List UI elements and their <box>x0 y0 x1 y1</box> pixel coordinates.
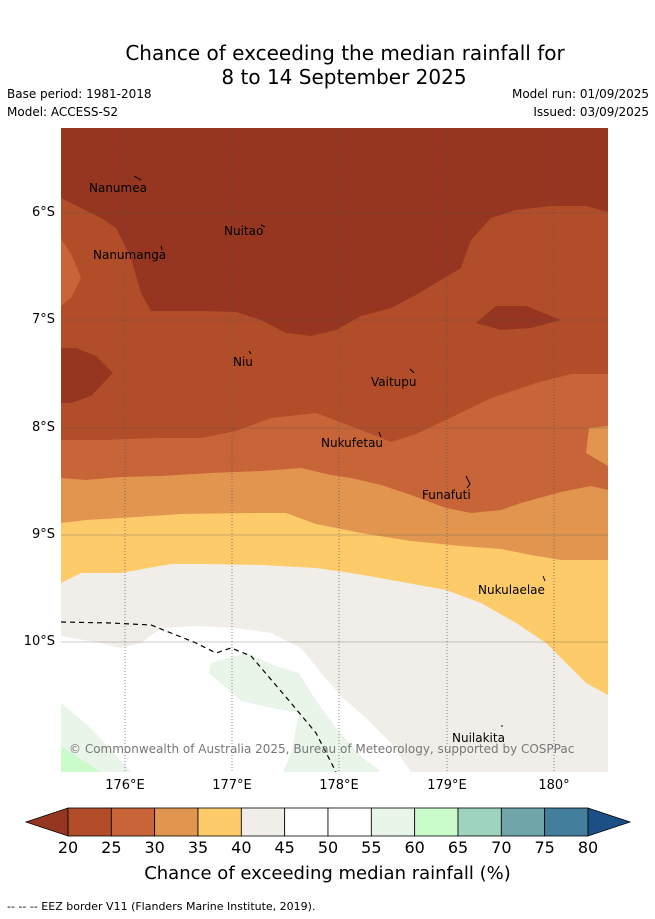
lat-label-8s: 8°S <box>31 420 55 435</box>
lat-label-7s: 7°S <box>31 312 55 327</box>
band-55-60 <box>61 703 131 772</box>
island-shapes <box>133 175 546 727</box>
map-title-line2: 8 to 14 September 2025 <box>221 65 467 89</box>
colorbar-tick-label: 60 <box>404 838 425 857</box>
island-label-funafuti: Funafuti <box>422 488 471 502</box>
island-label-vaitupu: Vaitupu <box>371 375 417 389</box>
colorbar <box>24 807 632 837</box>
lat-label-6s: 6°S <box>31 205 55 220</box>
band-60-65 <box>61 746 101 772</box>
colorbar-tick-label: 70 <box>491 838 512 857</box>
colorbar-tick-label: 75 <box>534 838 555 857</box>
lat-label-9s: 9°S <box>31 527 55 542</box>
colorbar-cell <box>110 807 156 837</box>
island-label-nukufetau: Nukufetau <box>321 436 384 450</box>
island-label-nuilakita: Nuilakita <box>452 731 505 745</box>
band-25-30-west <box>61 238 81 306</box>
island-label-nuitao: Nuitao <box>224 224 264 238</box>
colorbar-tick-label: 50 <box>317 838 339 857</box>
copyright-notice: © Commonwealth of Australia 2025, Bureau… <box>69 742 575 756</box>
colorbar-tick-label: 20 <box>57 838 79 857</box>
colorbar-cell <box>197 807 242 837</box>
colorbar-tick-label: 25 <box>101 838 122 857</box>
colorbar-label: Chance of exceeding median rainfall (%) <box>144 863 511 884</box>
base-period: Base period: 1981-2018 <box>7 87 152 101</box>
band-55-60-2 <box>209 653 381 772</box>
island-label-nanumanga: Nanumanga <box>93 248 167 262</box>
band-below-20 <box>61 128 608 336</box>
colorbar-tick-label: 65 <box>447 838 469 857</box>
colorbar-cell <box>457 807 502 837</box>
colorbar-tick-label: 80 <box>577 838 599 857</box>
eez-border <box>61 621 337 772</box>
issued-date: Issued: 03/09/2025 <box>533 105 649 119</box>
eez-footnote: -- -- -- EEZ border V11 (Flanders Marine… <box>7 900 316 913</box>
colorbar-cell <box>327 807 372 837</box>
colorbar-tick-label: 40 <box>231 838 252 857</box>
lon-gridlines <box>124 128 555 772</box>
colorbar-cell <box>370 807 416 837</box>
band-below-20-west <box>61 348 113 403</box>
colorbar-extend-high <box>587 807 632 837</box>
model-run-date: Model run: 01/09/2025 <box>511 87 649 101</box>
lon-label-180: 180° <box>538 778 570 793</box>
colorbar-cell <box>284 807 329 837</box>
colorbar-tick-label: 45 <box>274 838 295 857</box>
colorbar-cell <box>500 807 546 837</box>
colorbar-cell <box>67 807 112 837</box>
lon-label-176e: 176°E <box>105 778 145 793</box>
model-name: Model: ACCESS-S2 <box>7 105 119 119</box>
lon-label-178e: 178°E <box>319 778 359 793</box>
lon-label-177e: 177°E <box>212 778 252 793</box>
lat-gridlines <box>61 212 608 643</box>
map-title-line1: Chance of exceeding the median rainfall … <box>125 41 565 65</box>
colorbar-tick-label: 30 <box>144 838 165 857</box>
rainfall-map[interactable] <box>61 128 608 772</box>
island-label-nanumea: Nanumea <box>89 181 147 195</box>
colorbar-cell <box>414 807 459 837</box>
lon-label-179e: 179°E <box>427 778 467 793</box>
lat-label-10s: 10°S <box>23 634 55 649</box>
colorbar-cell <box>544 807 589 837</box>
island-label-nukulaelae: Nukulaelae <box>478 583 545 597</box>
island-label-niu: Niu <box>233 355 253 369</box>
colorbar-tick-label: 55 <box>361 838 382 857</box>
colorbar-cell <box>240 807 286 837</box>
band-30-35-east <box>586 426 608 466</box>
colorbar-extend-low <box>24 807 69 837</box>
band-below-20-east <box>476 306 561 330</box>
colorbar-tick-label: 35 <box>187 838 209 857</box>
colorbar-cell <box>154 807 199 837</box>
